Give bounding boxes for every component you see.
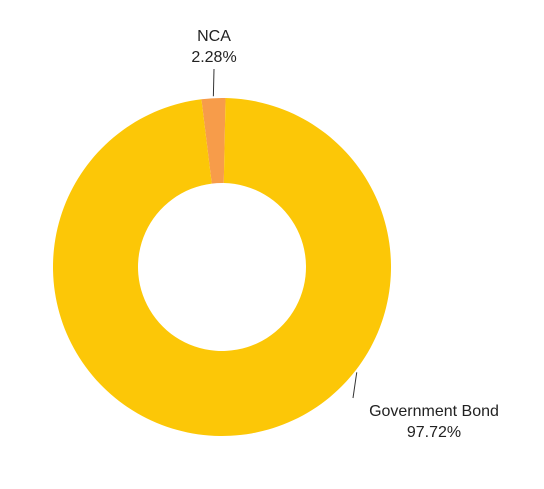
label-leader-lines (212, 68, 358, 399)
slice-government-bond (52, 98, 391, 437)
slice-value-nca: 2.28% (191, 49, 236, 66)
slice-value-government-bond: 97.72% (407, 424, 461, 441)
leader-line-government-bond (352, 372, 358, 399)
slice-label-nca: NCA (197, 28, 231, 45)
leader-line-nca (212, 68, 215, 97)
slice-nca (201, 98, 226, 184)
slice-label-government-bond: Government Bond (369, 403, 499, 420)
donut-slices (52, 98, 391, 437)
